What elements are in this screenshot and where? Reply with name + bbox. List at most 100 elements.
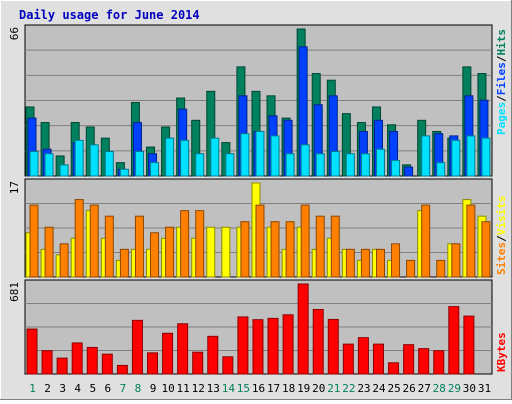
panel-legend: Sites/Visits [495,196,508,276]
bar-pages [360,153,370,177]
chart-title: Daily usage for June 2014 [19,8,200,22]
x-tick-label: 30 [463,382,476,395]
bar-sites [466,204,476,278]
panel-max-label: 681 [8,282,21,302]
bar-pages [345,153,355,177]
bar-sites [29,204,39,278]
x-tick-label: 15 [237,382,250,395]
legend-entry: / [495,55,508,62]
bar-kbytes [448,306,460,375]
x-tick-label: 14 [222,382,236,395]
x-tick-label: 6 [105,382,112,395]
x-tick-label: 4 [74,382,81,395]
x-tick-label: 7 [120,382,127,395]
bar-pages [300,144,310,177]
panel-legend: Pages/Files/Hits [495,29,508,135]
x-tick-label: 20 [312,382,325,395]
bar-kbytes [372,343,384,375]
x-tick-label: 23 [357,382,370,395]
bar-pages [240,133,250,177]
panel-legend: KBytes [495,332,508,372]
panel-3: 681 KBytes [8,279,508,375]
bar-kbytes [463,315,475,375]
bar-kbytes [297,283,309,375]
x-tick-label: 11 [177,382,190,395]
bar-pages [375,148,385,177]
x-tick-label: 10 [161,382,174,395]
x-tick-label: 8 [135,382,142,395]
bar-pages [481,137,491,177]
bar-pages [150,162,160,177]
bar-kbytes [26,328,38,375]
x-tick-label: 17 [267,382,280,395]
bar-sites [375,248,385,278]
bar-sites [255,204,265,278]
x-tick-label: 19 [297,382,310,395]
bar-sites [481,221,491,278]
bar-pages [315,153,325,177]
bar-kbytes [388,362,400,375]
bar-kbytes [41,350,53,375]
legend-entry: Sites [495,242,508,275]
bar-pages [44,153,54,177]
x-axis-labels: 1 2 3 4 5 6 7 8 9 10 11 12 13 14 15 16 17 18 19 20 21 22 23 24 2… [29,382,491,395]
bar-sites [59,243,69,278]
x-tick-label: 18 [282,382,295,395]
x-tick-label: 22 [342,382,355,395]
bar-kbytes [86,346,98,375]
bar-kbytes [116,364,128,375]
bar-sites [315,215,325,278]
bar-sites [345,248,355,278]
bar-pages [119,168,129,177]
bar-kbytes [357,337,369,375]
panel-max-label: 66 [8,27,21,40]
bar-pages [180,139,190,177]
bar-sites [134,215,144,278]
bar-kbytes [252,319,264,375]
bar-sites [195,210,205,278]
legend-entry: / [495,235,508,242]
bar-pages [255,130,265,177]
bar-sites [360,248,370,278]
bar-sites [180,210,190,278]
bar-kbytes [237,316,249,375]
bar-pages [74,139,84,177]
x-tick-label: 26 [403,382,416,395]
x-tick-label: 24 [372,382,386,395]
bar-kbytes [327,318,339,375]
bar-kbytes [56,357,68,375]
panel-max-label: 17 [8,181,21,194]
chart-panels: 66Pages/Files/Hits17Sites/Visits681KByte… [8,24,508,375]
x-tick-label: 31 [478,382,491,395]
bar-kbytes [131,319,143,375]
x-tick-label: 25 [387,382,400,395]
bar-sites [406,259,416,278]
bar-pages [210,137,220,177]
bar-kbytes [433,350,445,375]
x-tick-label: 2 [44,382,51,395]
legend-entry: Visits [495,196,508,236]
x-tick-label: 21 [327,382,340,395]
bar-sites [330,215,340,278]
bar-pages [104,151,114,177]
x-tick-label: 5 [89,382,96,395]
bar-pages [285,153,295,177]
x-tick-label: 13 [207,382,220,395]
bar-pages [195,153,205,177]
bar-kbytes [207,335,219,375]
bar-pages [391,159,401,177]
legend-entry: KBytes [495,332,508,372]
bar-sites [119,248,129,278]
bar-visits [206,226,216,278]
bar-visits [221,226,231,278]
panel-1: 66 Pages/Files/Hits [8,24,508,177]
bar-kbytes [342,343,354,375]
bar-files [404,166,414,177]
bar-kbytes [147,352,159,375]
x-tick-label: 1 [29,382,36,395]
bar-sites [270,221,280,278]
bar-pages [436,162,446,177]
x-tick-label: 12 [192,382,205,395]
